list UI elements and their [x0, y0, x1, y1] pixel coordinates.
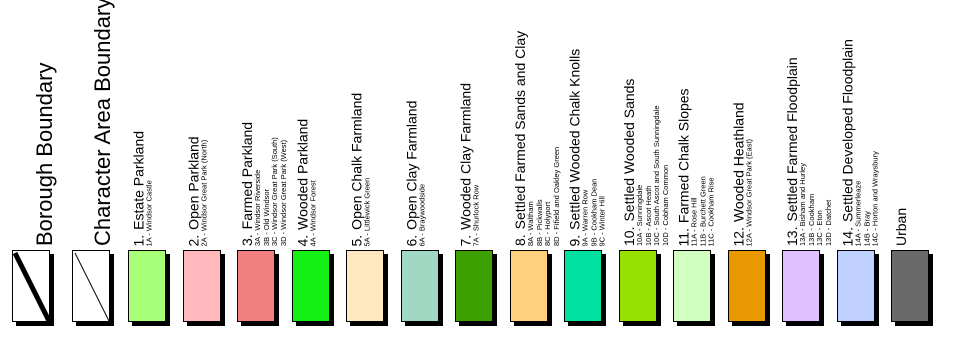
- borough-boundary-swatch: [12, 250, 54, 326]
- color-swatch: [292, 250, 334, 326]
- category-title: 3.Farmed Parkland: [239, 122, 255, 246]
- category-title: 11.Farmed Chalk Slopes: [676, 88, 692, 246]
- legend-item-11: 11.Farmed Chalk Slopes 11A - Rose Hill 11B…: [671, 0, 723, 346]
- category-title: 6.Open Clay Farmland: [404, 100, 420, 246]
- legend-item-14: 14.Settled Developed Floodplain 14A - Sum…: [835, 0, 887, 346]
- subarea-label: 8D - Fifield and Oakley Green: [551, 146, 561, 246]
- category-title: 8.Settled Farmed Sands and Clay: [512, 30, 528, 246]
- legend-item-1: 1.Estate Parkland 1A - Windsor Castle: [126, 0, 178, 346]
- legend-item-10: 10.Settled Wooded Sands 10A - Sunningdale…: [617, 0, 670, 346]
- category-title: 2.Open Parkland: [186, 136, 202, 246]
- legend-item-9: 9.Settled Wooded Chalk Knolls 9A - Warren…: [562, 0, 614, 346]
- subarea-label: 5A - Littlewick Green: [362, 177, 372, 246]
- category-title: 13.Settled Farmed Floodplain: [784, 57, 800, 246]
- category-title: Urban: [893, 207, 909, 246]
- character-area-boundary-swatch: [72, 250, 114, 326]
- color-swatch: [782, 250, 824, 326]
- color-swatch: [346, 250, 388, 326]
- category-title: 9.Settled Wooded Chalk Knolls: [567, 48, 583, 246]
- category-name: Settled Farmed Sands and Clay: [512, 30, 528, 230]
- legend-item-3: 3.Farmed Parkland 3A - Windsor Riverside 3…: [235, 0, 288, 346]
- legend-item-12: 12.Wooded Heathland 12A - Windsor Great P…: [726, 0, 778, 346]
- legend-item-15: Urban: [889, 0, 941, 346]
- color-swatch: [237, 250, 279, 326]
- legend-item-6: 6.Open Clay Farmland 6A - Braywoodside: [399, 0, 451, 346]
- color-swatch: [455, 250, 497, 326]
- subarea-label: 12A - Windsor Great Park (East): [744, 138, 754, 246]
- color-swatch: [128, 250, 170, 326]
- category-title: 14.Settled Developed Floodplain: [840, 39, 856, 246]
- legend-item-2: 2.Open Parkland 2A - Windsor Great Park (…: [181, 0, 233, 346]
- category-title: 12.Wooded Heathland: [731, 102, 747, 246]
- color-swatch: [510, 250, 552, 326]
- color-swatch: [673, 250, 715, 326]
- color-swatch: [564, 250, 606, 326]
- legend-item-13: 13.Settled Farmed Floodplain 13A - Bisham…: [780, 0, 833, 346]
- category-title: 10.Settled Wooded Sands: [621, 79, 637, 246]
- legend-item-5: 5.Open Chalk Farmland 5A - Littlewick Gre…: [344, 0, 396, 346]
- subarea-label: 4A - Windsor Forest: [308, 179, 318, 246]
- subarea-label: 2A - Windsor Great Park (North): [199, 139, 209, 246]
- subarea-label: 6A - Braywoodside: [417, 183, 427, 246]
- category-title: 7.Wooded Clay Farmland: [458, 83, 474, 247]
- borough-boundary-label: Borough Boundary: [32, 62, 57, 246]
- category-title: 4.Wooded Parkland: [295, 118, 311, 246]
- subarea-label: 10D - Cobham Common: [660, 164, 670, 246]
- color-swatch: [619, 250, 661, 326]
- subarea-label: 14C - Horton and Wraysbury: [870, 150, 880, 246]
- character-area-boundary-label: Character Area Boundary: [90, 0, 115, 246]
- subarea-label: 13D - Datchet: [823, 199, 833, 246]
- subarea-label: 9C - Winter Hill: [597, 195, 607, 246]
- legend-item-7: 7.Wooded Clay Farmland 7A - Shurlock Row: [453, 0, 505, 346]
- subarea-label: 11C - Cookham Rise: [706, 176, 716, 246]
- color-swatch: [401, 250, 443, 326]
- legend-item-8: 8.Settled Farmed Sands and Clay 8A - Walt…: [508, 0, 561, 346]
- subarea-label: 1A - Windsor Castle: [144, 179, 154, 246]
- subarea-label: 3D - Windsor Great Park (West): [278, 139, 288, 246]
- color-swatch: [183, 250, 225, 326]
- category-title: 1.Estate Parkland: [131, 130, 147, 246]
- category-name: Urban: [893, 207, 909, 246]
- color-swatch: [837, 250, 879, 326]
- subarea-label: 7A - Shurlock Row: [471, 184, 481, 246]
- legend-item-borough-boundary: Borough Boundary: [8, 0, 58, 346]
- color-swatch: [728, 250, 770, 326]
- category-title: 5.Open Chalk Farmland: [349, 92, 365, 246]
- legend-item-4: 4.Wooded Parkland 4A - Windsor Forest: [290, 0, 342, 346]
- color-swatch: [891, 250, 933, 326]
- legend-item-character-area-boundary: Character Area Boundary: [66, 0, 116, 346]
